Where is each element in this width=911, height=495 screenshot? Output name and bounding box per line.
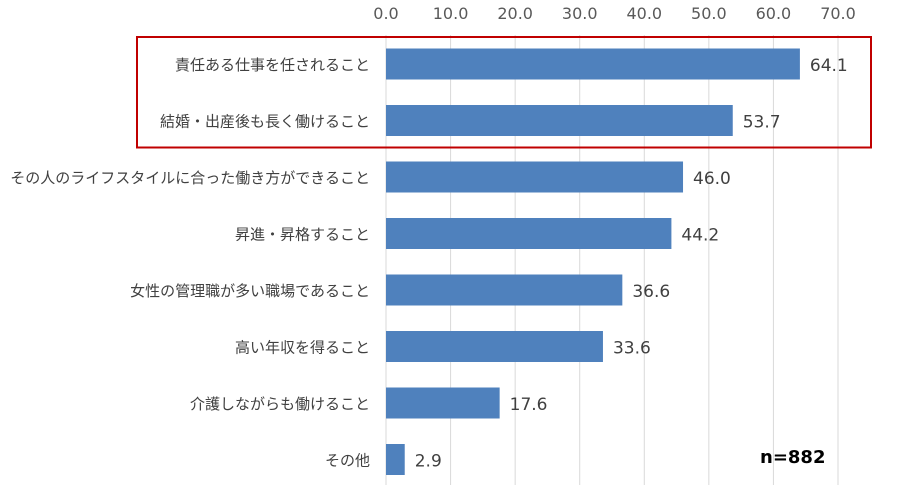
x-tick-label: 0.0 bbox=[373, 4, 398, 23]
category-label: 高い年収を得ること bbox=[235, 339, 370, 357]
data-label: 53.7 bbox=[743, 113, 781, 133]
data-labels: 64.1 53.7 46.0 44.2 36.6 33.6 17.6 2.9 bbox=[415, 56, 848, 472]
category-label: 女性の管理職が多い職場であること bbox=[130, 282, 370, 300]
x-tick-label: 20.0 bbox=[497, 4, 533, 23]
x-tick-label: 40.0 bbox=[626, 4, 662, 23]
data-label: 2.9 bbox=[415, 452, 442, 472]
data-label: 64.1 bbox=[810, 56, 848, 76]
category-label: その人のライフスタイルに合った働き方ができること bbox=[10, 169, 370, 187]
bar bbox=[386, 218, 672, 249]
data-label: 36.6 bbox=[632, 282, 670, 302]
category-label: その他 bbox=[325, 452, 370, 470]
bar bbox=[386, 274, 623, 306]
category-label: 昇進・昇格すること bbox=[235, 226, 370, 244]
bars bbox=[386, 48, 800, 475]
x-tick-label: 60.0 bbox=[756, 4, 792, 23]
bar bbox=[386, 444, 405, 475]
highlight-box bbox=[136, 36, 872, 149]
x-tick-label: 70.0 bbox=[820, 4, 856, 23]
bar bbox=[386, 331, 603, 362]
bar bbox=[386, 161, 684, 193]
data-label: 17.6 bbox=[510, 395, 548, 415]
data-label: 33.6 bbox=[613, 339, 651, 359]
data-label: 46.0 bbox=[693, 169, 731, 189]
category-label: 結婚・出産後も長く働けること bbox=[160, 113, 370, 131]
sample-size-note: n=882 bbox=[760, 447, 825, 468]
bar bbox=[386, 105, 733, 136]
x-axis-tick-labels: 0.0 10.0 20.0 30.0 40.0 50.0 60.0 70.0 bbox=[373, 4, 856, 23]
x-tick-label: 10.0 bbox=[433, 4, 469, 23]
category-label: 責任ある仕事を任されること bbox=[175, 56, 370, 74]
data-label: 44.2 bbox=[681, 226, 719, 246]
category-label: 介護しながらも働けること bbox=[190, 395, 370, 413]
bar bbox=[386, 387, 500, 419]
bar bbox=[386, 48, 800, 80]
category-labels: 責任ある仕事を任されること結婚・出産後も長く働けることその人のライフスタイルに合… bbox=[10, 56, 370, 470]
x-tick-label: 50.0 bbox=[691, 4, 727, 23]
x-tick-label: 30.0 bbox=[562, 4, 598, 23]
